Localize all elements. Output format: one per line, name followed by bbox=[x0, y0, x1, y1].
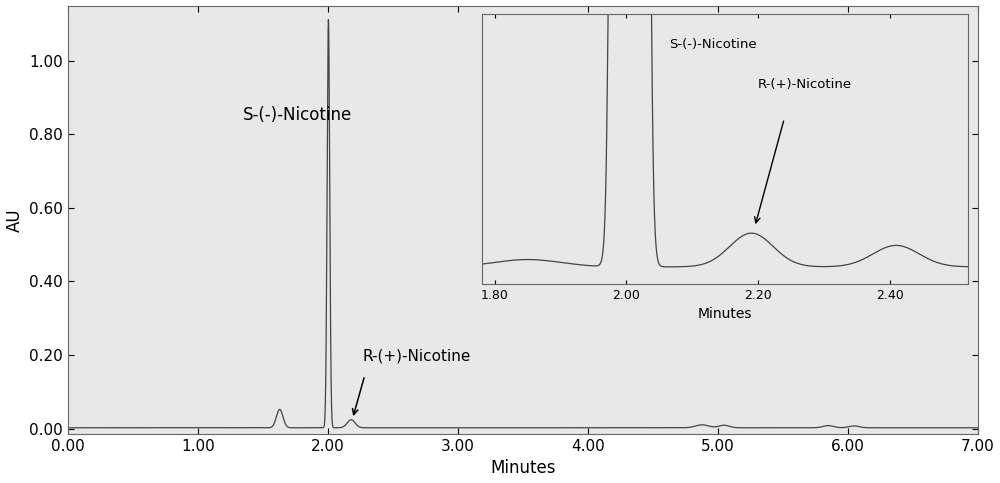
Text: R-(+)-Nicotine: R-(+)-Nicotine bbox=[363, 348, 471, 364]
Y-axis label: AU: AU bbox=[6, 208, 24, 232]
X-axis label: Minutes: Minutes bbox=[490, 459, 555, 477]
Text: S-(-)-Nicotine: S-(-)-Nicotine bbox=[243, 106, 353, 124]
